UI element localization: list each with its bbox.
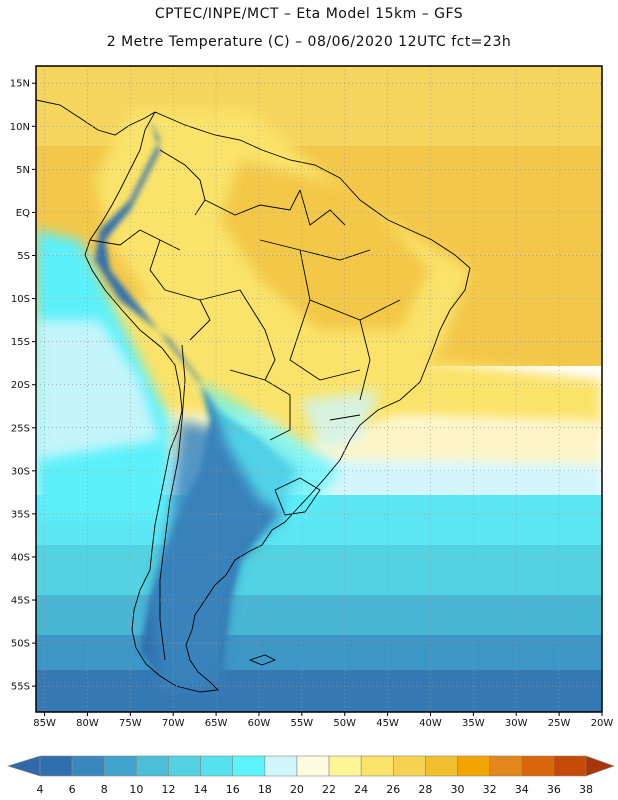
border-paraguay xyxy=(229,369,291,441)
colorbar-label: 10 xyxy=(129,783,143,796)
colorbar-swatch xyxy=(521,755,555,777)
lat-tick-label: 30S xyxy=(11,466,30,477)
colorbar-label: 18 xyxy=(258,783,272,796)
colorbar-swatch xyxy=(392,755,426,777)
lon-tick-label: 35W xyxy=(462,718,485,729)
coast-falklands xyxy=(248,654,277,666)
colorbar-swatch xyxy=(136,755,169,777)
lon-tick-label: 20W xyxy=(591,718,614,729)
lon-tick-label: 30W xyxy=(505,718,528,729)
field-band-14 xyxy=(36,545,602,600)
lon-tick-label: 25W xyxy=(548,718,571,729)
colorbar-swatch xyxy=(103,755,137,777)
lat-tick-label: 25S xyxy=(11,423,30,434)
colorbar-label: 8 xyxy=(101,783,108,796)
colorbar-label: 36 xyxy=(547,783,561,796)
border-chile-argentina xyxy=(159,344,186,661)
colorbar-swatch xyxy=(168,755,201,777)
chart-subtitle: 2 Metre Temperature (C) – 08/06/2020 12U… xyxy=(106,34,512,50)
coast-south-america xyxy=(84,111,471,693)
lat-tick-label: 20S xyxy=(11,380,30,391)
border-uruguay xyxy=(274,477,321,516)
coast-central-america xyxy=(36,99,156,136)
colorbar-label: 14 xyxy=(194,783,208,796)
colorbar-label: 38 xyxy=(579,783,593,796)
lat-tick-label: 50S xyxy=(11,639,30,650)
colorbar-swatch xyxy=(264,755,298,777)
border-colombia-venezuela xyxy=(159,149,206,216)
colorbar-swatch xyxy=(553,755,587,777)
colorbar-swatch xyxy=(425,755,458,777)
field-southeast-cool xyxy=(300,390,380,450)
chart-title: CPTEC/INPE/MCT – Eta Model 15km – GFS xyxy=(154,6,464,22)
field-band-8 xyxy=(36,670,602,712)
lat-tick-label: 15S xyxy=(11,337,30,348)
colorbar-label: 32 xyxy=(483,783,497,796)
border-bolivia-brazil xyxy=(199,289,276,381)
lat-tick-label: 15N xyxy=(10,79,30,90)
lon-tick-label: 60W xyxy=(248,718,271,729)
lat-tick-label: EQ xyxy=(16,208,30,219)
lon-tick-label: 55W xyxy=(291,718,314,729)
colorbar-label: 12 xyxy=(161,783,175,796)
colorbar-label: 30 xyxy=(451,783,465,796)
colorbar-swatch xyxy=(39,755,73,777)
border-brazil-states xyxy=(259,239,401,421)
colorbar-label: 4 xyxy=(37,783,44,796)
lon-tick-label: 50W xyxy=(333,718,356,729)
colorbar-arrow-low xyxy=(6,755,41,777)
field-pampa-cool xyxy=(200,380,340,520)
lon-tick-label: 65W xyxy=(205,718,228,729)
field-pacific-cooler xyxy=(36,320,160,460)
colorbar-swatch xyxy=(200,755,234,777)
colorbar-label: 20 xyxy=(290,783,304,796)
map-frame xyxy=(35,65,603,713)
lon-tick-label: 75W xyxy=(119,718,142,729)
border-peru-brazil xyxy=(149,239,211,341)
colorbar-label: 26 xyxy=(386,783,400,796)
colorbar-label: 28 xyxy=(418,783,432,796)
lon-tick-label: 70W xyxy=(162,718,185,729)
colorbar-arrow-high xyxy=(585,755,615,777)
lat-tick-label: 5S xyxy=(17,251,30,262)
field-land-hot xyxy=(220,160,430,330)
lat-tick-label: 40S xyxy=(11,552,30,563)
lat-tick-label: 10N xyxy=(10,122,30,133)
longitude-axis: 85W 80W 75W 70W 65W 60W 55W 50W 45W 40W 35W 30W 25W 2… xyxy=(33,712,613,729)
temperature-field xyxy=(36,66,602,712)
latitude-axis: 15N 10N 5N EQ 5S 10S 15S 20S 25S 30S 35S 40S 45S 50S 5… xyxy=(10,79,36,693)
field-band-12 xyxy=(36,595,602,640)
lon-tick-label: 40W xyxy=(419,718,442,729)
lat-tick-label: 35S xyxy=(11,509,30,520)
colorbar-label: 16 xyxy=(226,783,240,796)
lat-tick-label: 10S xyxy=(11,294,30,305)
colorbar-swatch xyxy=(296,755,330,777)
lon-tick-label: 85W xyxy=(33,718,56,729)
colorbar-label: 34 xyxy=(515,783,529,796)
colorbar-swatch xyxy=(457,755,490,777)
border-guianas xyxy=(299,189,346,226)
lon-tick-label: 45W xyxy=(376,718,399,729)
lat-tick-label: 5N xyxy=(16,165,30,176)
colorbar-label: 22 xyxy=(322,783,336,796)
coastlines xyxy=(36,99,471,693)
lat-tick-label: 55S xyxy=(11,682,30,693)
colorbar-swatch xyxy=(232,755,266,777)
colorbar: 4 6 8 10 12 14 16 18 20 22 24 26 28 30 32 34 36 38 xyxy=(6,755,615,796)
colorbar-swatch xyxy=(360,755,394,777)
field-band-10 xyxy=(36,635,602,675)
colorbar-swatch xyxy=(71,755,105,777)
border-venezuela-brazil xyxy=(204,189,301,216)
lon-tick-label: 80W xyxy=(76,718,99,729)
colorbar-swatch xyxy=(328,755,362,777)
colorbar-label: 6 xyxy=(69,783,76,796)
border-ecuador-peru xyxy=(89,229,181,251)
colorbar-swatch xyxy=(489,755,523,777)
lat-tick-label: 45S xyxy=(11,596,30,607)
colorbar-label: 24 xyxy=(354,783,368,796)
